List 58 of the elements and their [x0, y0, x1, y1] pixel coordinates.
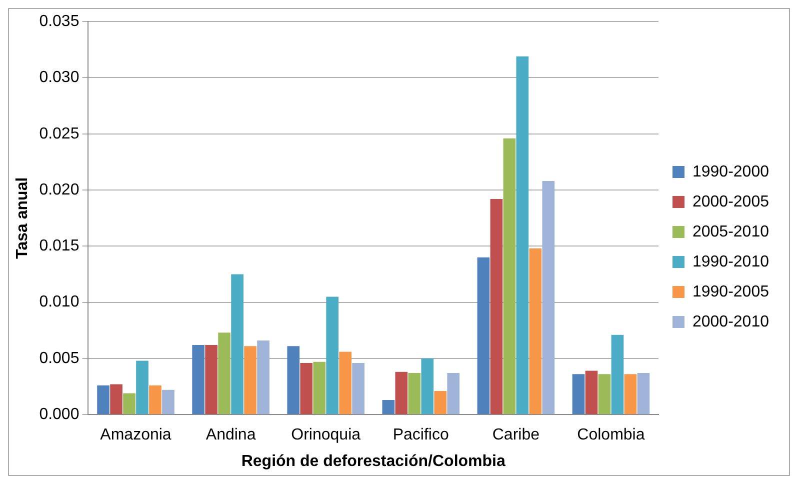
- bar: [231, 274, 244, 414]
- x-tick-label: Orinoquia: [291, 426, 361, 444]
- bar: [572, 374, 585, 414]
- bar: [352, 362, 364, 414]
- x-tick-label: Andina: [206, 426, 256, 444]
- bar: [408, 373, 421, 414]
- bar: [477, 257, 490, 414]
- legend-label: 1990-2000: [692, 163, 770, 180]
- legend-label: 1990-2005: [692, 283, 770, 300]
- legend-label: 2005-2010: [692, 223, 770, 240]
- bar: [97, 385, 110, 414]
- x-tick-label: Caribe: [492, 426, 540, 444]
- x-axis-title: Región de deforestación/Colombia: [241, 452, 506, 470]
- bar: [585, 370, 598, 414]
- legend-label: 2000-2005: [692, 193, 770, 210]
- y-tick-label: 0.020: [39, 181, 80, 198]
- bar: [300, 362, 313, 414]
- bar: [382, 400, 395, 414]
- bar: [611, 334, 624, 414]
- bar: [637, 373, 650, 414]
- bar: [244, 346, 256, 414]
- bar: [598, 374, 611, 414]
- bar: [257, 340, 270, 414]
- bar: [542, 181, 555, 414]
- bar: [516, 56, 529, 414]
- bar: [421, 358, 434, 414]
- legend-label: 2000-2010: [692, 313, 770, 330]
- bar: [447, 373, 460, 414]
- bar: [326, 296, 339, 414]
- y-axis-title: Tasa anual: [14, 177, 32, 259]
- legend-label: 1990-2010: [692, 253, 770, 270]
- bar: [192, 344, 204, 414]
- bar: [162, 390, 174, 414]
- bar: [218, 332, 230, 414]
- bar: [123, 393, 136, 414]
- x-tick-label: Colombia: [577, 426, 645, 444]
- y-tick-label: 0.005: [39, 350, 80, 367]
- y-tick-label: 0.030: [39, 69, 80, 86]
- bar: [110, 384, 122, 414]
- bar: [529, 248, 542, 414]
- bar: [287, 346, 300, 414]
- bar: [205, 344, 218, 414]
- bar: [395, 372, 408, 414]
- bar: [136, 360, 148, 414]
- bar: [313, 362, 326, 414]
- y-tick-label: 0.010: [39, 294, 80, 311]
- y-tick-label: 0.035: [39, 13, 80, 30]
- bar: [149, 385, 162, 414]
- y-tick-label: 0.000: [39, 406, 80, 424]
- y-tick-label: 0.015: [39, 238, 80, 255]
- bar: [503, 138, 516, 414]
- y-tick-label: 0.025: [39, 125, 80, 142]
- bar: [624, 374, 637, 414]
- bar: [490, 199, 503, 414]
- x-tick-label: Amazonia: [100, 426, 172, 444]
- x-tick-label: Pacifico: [392, 426, 449, 444]
- bar: [339, 352, 352, 414]
- bar: [434, 391, 447, 414]
